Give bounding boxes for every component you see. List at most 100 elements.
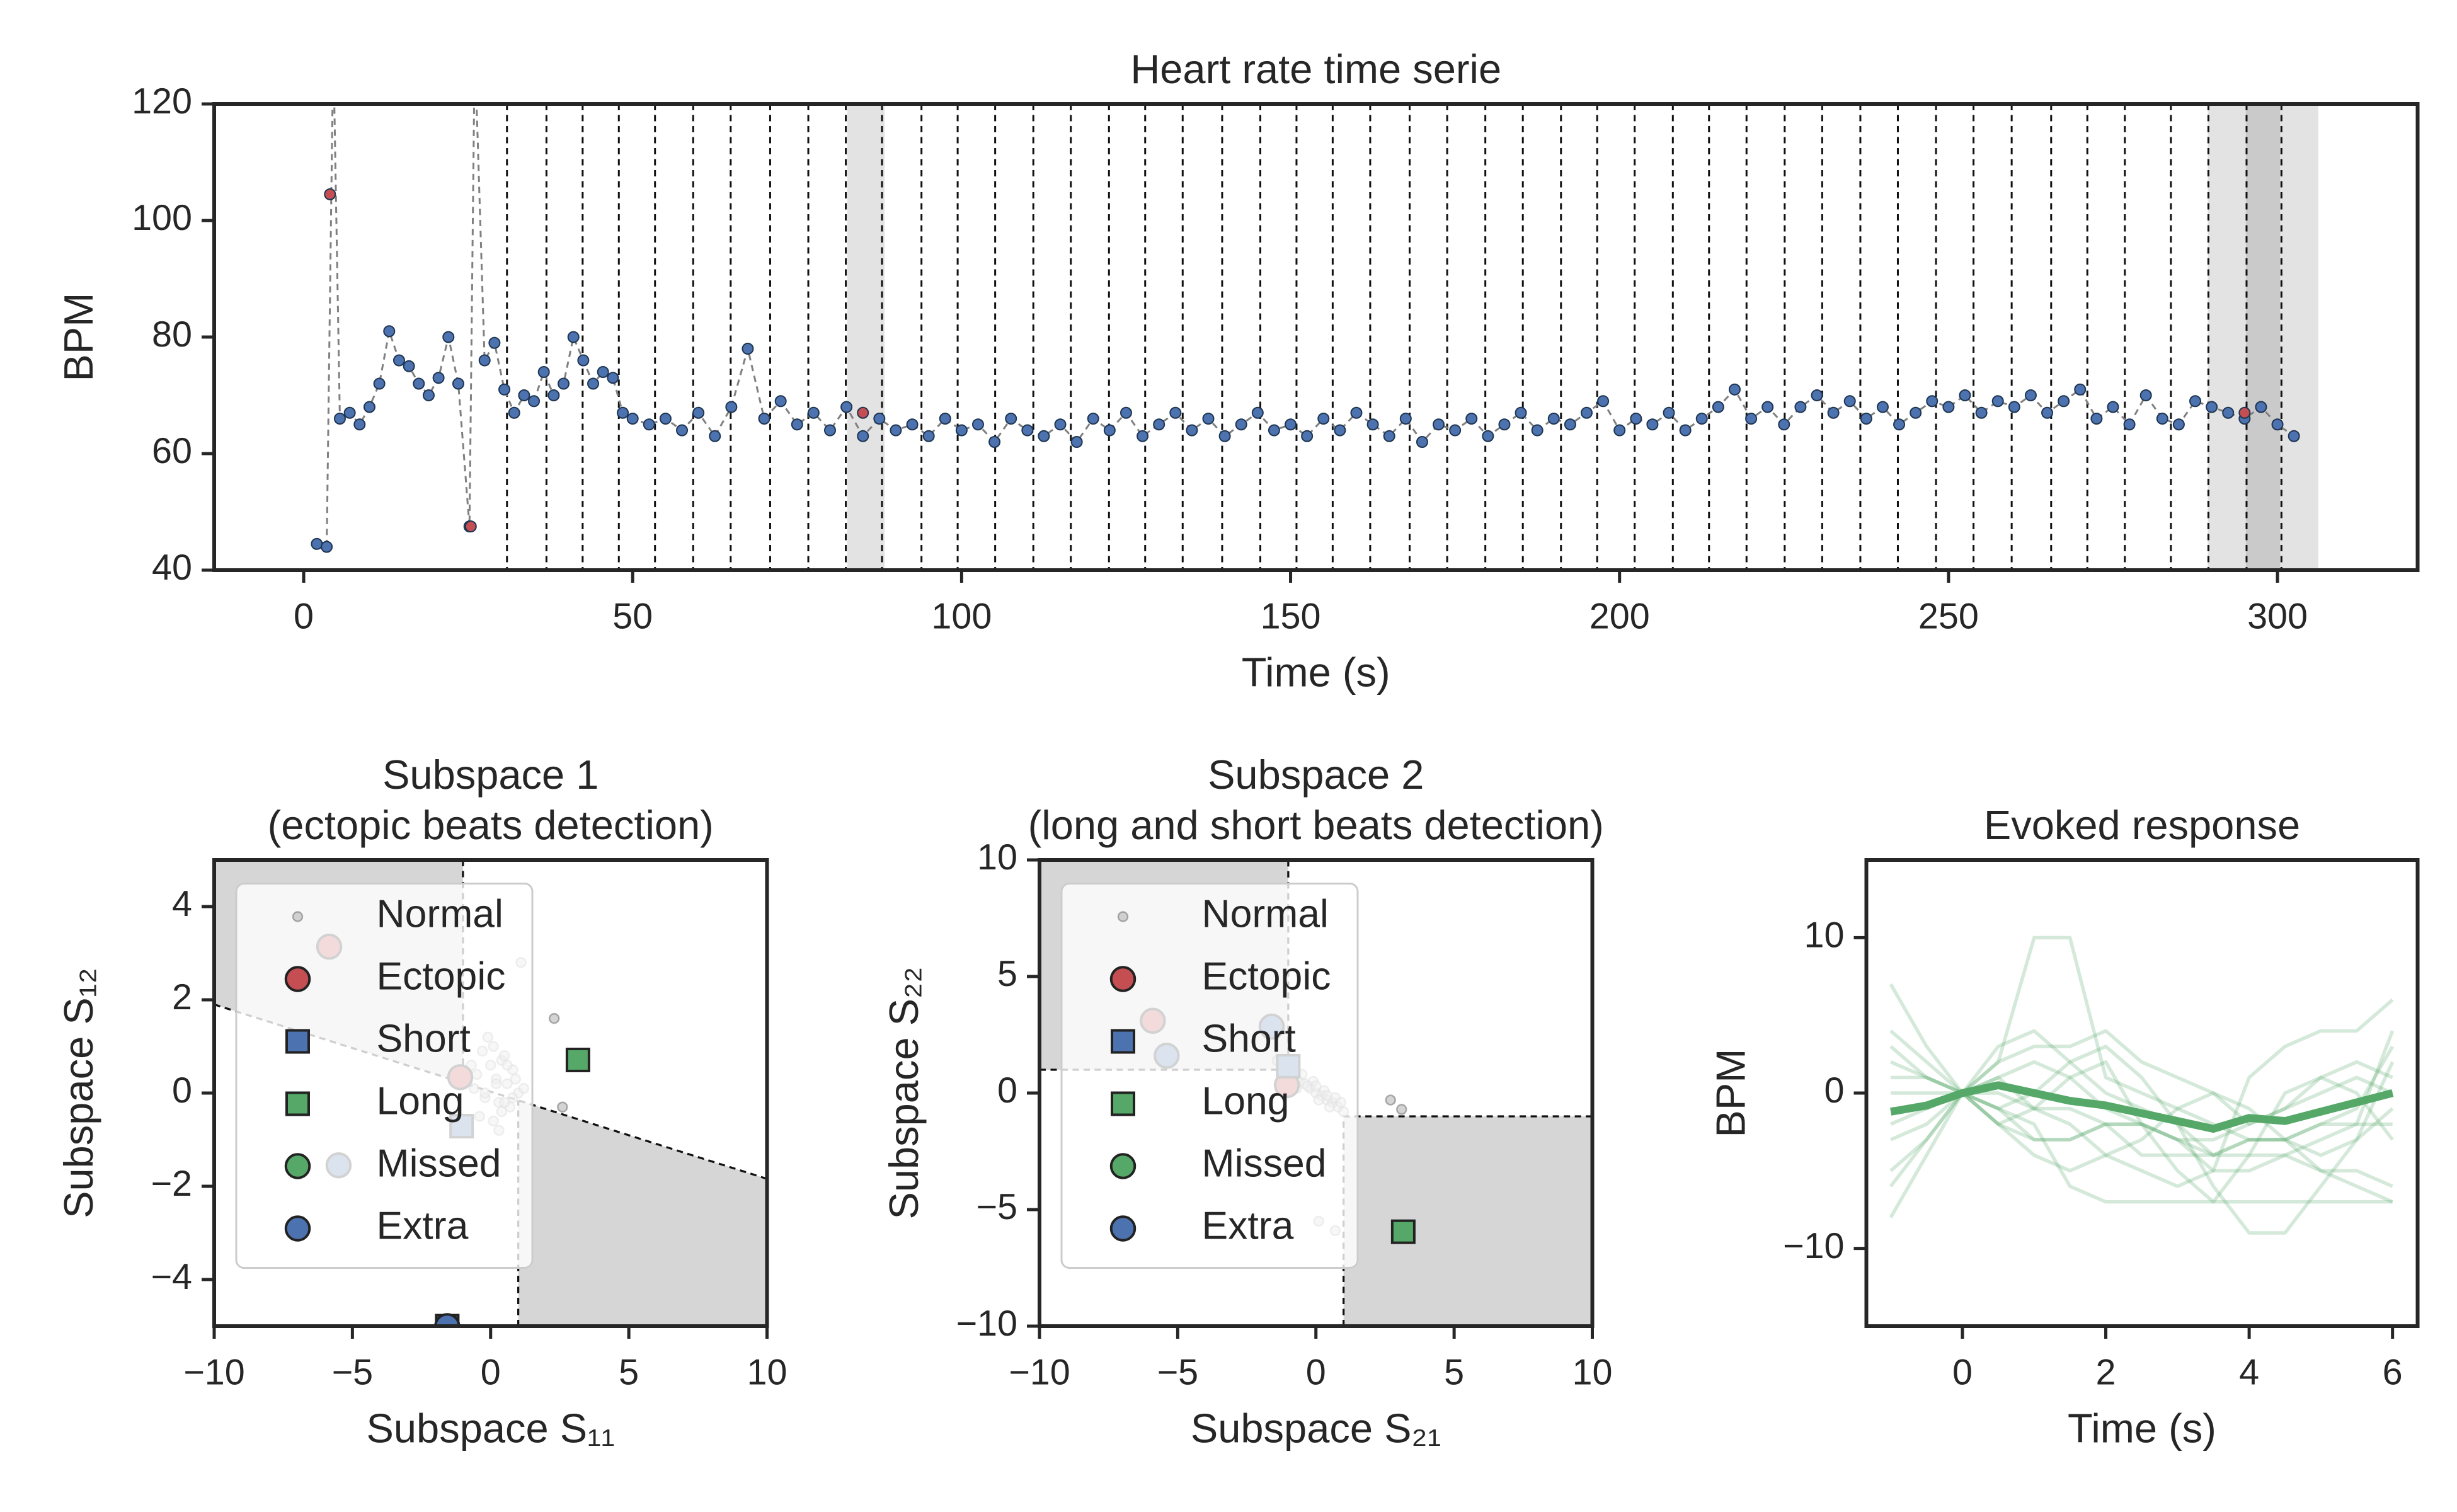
point [1021,424,1034,437]
point [1186,424,1198,437]
point [1120,406,1132,419]
legend-marker [292,911,304,922]
point [1728,383,1741,396]
legend-label: Normal [1202,892,1329,936]
point [2024,389,2037,402]
point [1390,1219,1416,1244]
point [1137,430,1149,442]
axes: Evoked response Time (s) BPM 0 2 4 6 −10 0 10 [1708,802,2420,1452]
point [2238,406,2251,419]
point [1695,412,1708,425]
x-tick-label: 200 [1589,597,1650,637]
point [955,424,968,437]
axes-frame [1864,858,2420,1328]
point [857,430,869,442]
y-tick-label: 0 [997,1070,1017,1111]
legend-marker [284,1215,311,1242]
x-tick-label: 0 [481,1353,501,1393]
line [1889,983,2393,1188]
point [1153,418,1166,431]
point [1334,424,1346,437]
point [452,377,464,390]
legend-marker [1109,966,1137,992]
point [659,412,672,425]
shaded-region [1343,1116,1593,1326]
x-tick-label: 4 [2239,1353,2259,1393]
line [1891,1029,2393,1126]
point [1580,406,1593,419]
point [922,430,935,442]
y-tick-label: 80 [152,314,192,355]
point [363,401,375,413]
point [392,354,405,367]
point [824,424,837,437]
point [2107,401,2119,413]
y-tick-label: −5 [976,1187,1017,1227]
point [498,383,511,396]
y-tick-label: 10 [1804,915,1845,956]
point [2074,383,2087,396]
line [1891,1045,2395,1157]
point [1959,389,1971,402]
plot-area [1889,936,2395,1235]
axes-frame [212,858,769,1328]
shaded-region [518,1100,767,1326]
chart-title: Subspace 1 [382,752,598,798]
point [518,389,530,402]
point [565,1047,590,1072]
legend-marker [285,1029,310,1054]
y-tick-label: −4 [151,1257,192,1297]
chart-title: (ectopic beats detection) [268,802,714,848]
point [890,424,902,437]
x-tick-label: 5 [619,1353,639,1393]
point [577,354,590,367]
point [709,430,721,442]
point [1235,418,1247,431]
x-axis-label: Subspace S₂₁ [1191,1406,1441,1452]
line [1889,1029,2394,1173]
point [558,377,570,390]
line [1890,1081,2394,1133]
point [1811,389,1823,402]
point [1597,395,1610,408]
legend-label: Normal [377,892,503,936]
x-tick-label: 0 [294,597,314,637]
point [2090,412,2103,425]
point [676,424,689,437]
y-tick-label: 0 [1824,1070,1845,1111]
point [1005,412,1017,425]
legend: Normal Ectopic Short Long Missed Extra [1060,883,1359,1269]
y-tick-label: 0 [172,1070,192,1111]
plot-area [311,104,2318,570]
point [333,412,346,425]
y-axis-label: BPM [1708,1049,1754,1138]
point [807,406,820,419]
legend-label: Extra [1202,1204,1294,1248]
y-axis-label: Subspace S₂₂ [881,967,927,1220]
point [1285,418,1297,431]
legend-marker [284,1153,311,1179]
point [971,418,984,431]
y-tick-label: −10 [1783,1226,1845,1266]
x-tick-label: −10 [183,1353,245,1393]
point [403,360,415,372]
point [1778,418,1790,431]
point [1449,424,1462,437]
point [1169,406,1182,419]
point [597,366,609,379]
point [988,436,1001,449]
point [1383,430,1395,442]
line [1889,936,2393,1218]
axes-frame [212,102,2420,572]
x-tick-label: −5 [332,1353,374,1393]
point [906,418,919,431]
point [413,377,425,390]
point [1399,412,1412,425]
point [2008,401,2020,413]
point [1860,412,1872,425]
point [1038,430,1050,442]
legend-marker [1111,1029,1135,1054]
point [537,366,550,379]
point [1531,424,1544,437]
